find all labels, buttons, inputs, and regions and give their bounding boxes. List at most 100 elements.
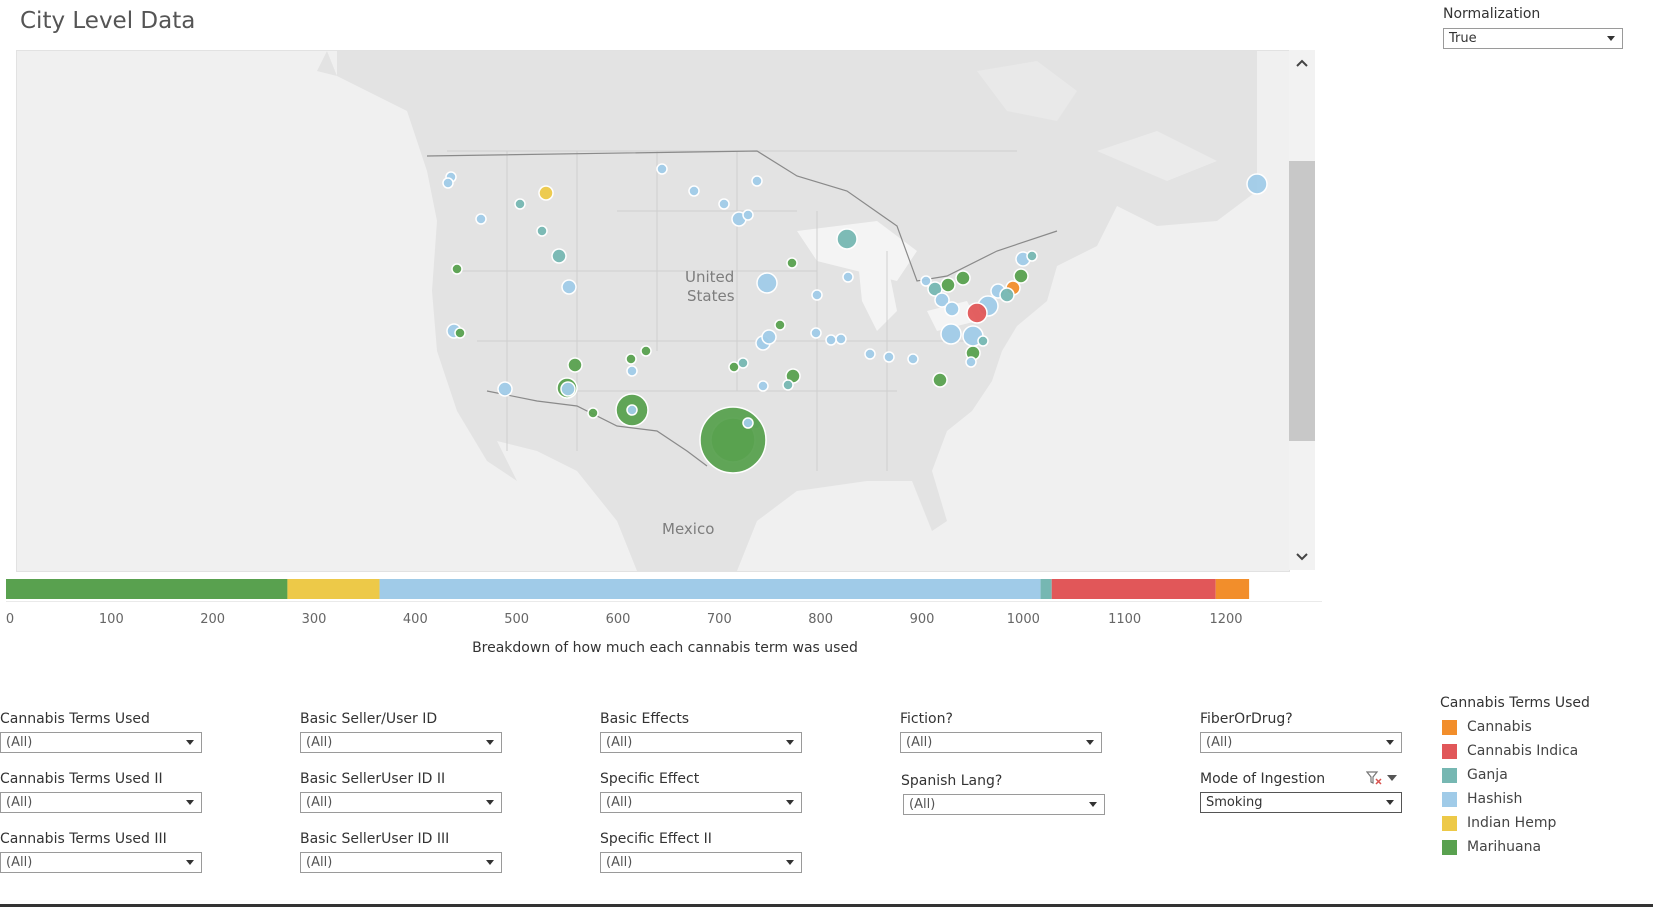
city-marker-hashish[interactable] (835, 333, 847, 345)
city-marker-hashish[interactable] (757, 380, 769, 392)
bar-segment-marihuana[interactable] (6, 579, 288, 599)
dropdown-menu-icon[interactable] (1387, 775, 1397, 781)
legend-item-cannabis-indica[interactable]: Cannabis Indica (1442, 742, 1578, 760)
legend-item-hashish[interactable]: Hashish (1442, 790, 1522, 808)
filter-label-fiction: Fiction? (900, 711, 953, 727)
city-marker-hashish[interactable] (756, 272, 778, 294)
city-marker-hashish[interactable] (497, 381, 513, 397)
city-marker-marihuana[interactable] (699, 406, 767, 474)
city-marker-marihuana[interactable] (454, 327, 466, 339)
city-marker-hashish[interactable] (442, 177, 454, 189)
city-marker-marihuana[interactable] (640, 345, 652, 357)
city-marker-hashish[interactable] (656, 163, 668, 175)
city-markers-layer[interactable] (442, 163, 1268, 474)
city-marker-hashish[interactable] (920, 275, 932, 287)
legend-item-indian-hemp[interactable]: Indian Hemp (1442, 814, 1556, 832)
city-marker-hashish[interactable] (742, 209, 754, 221)
breakdown-stacked-bar[interactable] (6, 579, 1261, 599)
city-marker-hashish[interactable] (842, 271, 854, 283)
filter-cannabis-terms-dropdown[interactable]: (All) (0, 732, 202, 753)
city-marker-ganja[interactable] (737, 357, 749, 369)
city-marker-hashish[interactable] (944, 301, 960, 317)
city-marker-ganja[interactable] (1026, 250, 1038, 262)
filter-label-mode-of-ingestion: Mode of Ingestion (1200, 771, 1326, 787)
city-marker-ganja[interactable] (977, 335, 989, 347)
city-marker-marihuana[interactable] (955, 270, 971, 286)
map-canvas[interactable]: United States Mexico (17, 51, 1289, 571)
chevron-down-icon (786, 860, 794, 865)
axis-tick-label: 100 (98, 612, 124, 627)
city-marker-marihuana[interactable] (451, 263, 463, 275)
filter-mode-of-ingestion-dropdown[interactable]: Smoking (1200, 792, 1402, 813)
city-marker-hashish[interactable] (761, 329, 777, 345)
axis-tick-label: 0 (5, 612, 15, 627)
map-label-us-line1: United (685, 268, 734, 286)
city-marker-hashish[interactable] (688, 185, 700, 197)
city-marker-marihuana[interactable] (932, 372, 948, 388)
filter-clear-icon[interactable] (1366, 771, 1382, 785)
bar-segment-ganja[interactable] (1040, 579, 1052, 599)
city-marker-hashish[interactable] (965, 356, 977, 368)
city-marker-marihuana[interactable] (567, 357, 583, 373)
filter-cannabis-terms-ii-dropdown[interactable]: (All) (0, 792, 202, 813)
bar-segment-hashish[interactable] (379, 579, 1041, 599)
city-marker-marihuana[interactable] (774, 319, 786, 331)
city-marker-hashish[interactable] (475, 213, 487, 225)
city-marker-indian-hemp[interactable] (538, 185, 554, 201)
city-marker-hashish[interactable] (883, 351, 895, 363)
city-marker-hashish[interactable] (811, 289, 823, 301)
filter-specific-effect-dropdown[interactable]: (All) (600, 792, 802, 813)
legend-item-marihuana[interactable]: Marihuana (1442, 838, 1541, 856)
city-marker-hashish[interactable] (907, 353, 919, 365)
map-scrollbar[interactable] (1289, 50, 1315, 570)
city-marker-hashish[interactable] (934, 292, 950, 308)
city-marker-hashish[interactable] (560, 381, 576, 397)
city-marker-hashish[interactable] (751, 175, 763, 187)
city-marker-hashish[interactable] (810, 327, 822, 339)
city-marker-hashish[interactable] (864, 348, 876, 360)
city-marker-hashish[interactable] (940, 323, 962, 345)
filter-specific-effect-ii-dropdown[interactable]: (All) (600, 852, 802, 873)
city-marker-ganja[interactable] (536, 225, 548, 237)
city-marker-ganja[interactable] (782, 379, 794, 391)
legend-label: Ganja (1467, 767, 1508, 783)
city-marker-ganja[interactable] (551, 248, 567, 264)
city-marker-hashish[interactable] (561, 279, 577, 295)
legend-item-ganja[interactable]: Ganja (1442, 766, 1508, 784)
chevron-up-icon[interactable] (1289, 50, 1315, 76)
normalization-dropdown[interactable]: True (1443, 28, 1623, 49)
filter-spanish-lang-dropdown[interactable]: (All) (903, 794, 1105, 815)
city-marker-hashish[interactable] (626, 365, 638, 377)
legend-item-cannabis[interactable]: Cannabis (1442, 718, 1532, 736)
city-marker-ganja[interactable] (836, 228, 858, 250)
city-marker-hashish[interactable] (626, 404, 638, 416)
city-marker-marihuana[interactable] (786, 257, 798, 269)
filter-label-spanish-lang: Spanish Lang? (901, 773, 1003, 789)
city-marker-hashish[interactable] (742, 417, 754, 429)
filter-fiber-or-drug-dropdown[interactable]: (All) (1200, 732, 1402, 753)
city-marker-marihuana[interactable] (625, 353, 637, 365)
city-marker-ganja[interactable] (514, 198, 526, 210)
city-marker-cannabis-indica[interactable] (966, 302, 988, 324)
city-marker-marihuana[interactable] (1013, 268, 1029, 284)
city-marker-hashish[interactable] (718, 198, 730, 210)
filter-fiction-dropdown[interactable]: (All) (900, 732, 1102, 753)
city-marker-ganja[interactable] (999, 287, 1015, 303)
filter-basic-seller-id-iii-dropdown[interactable]: (All) (300, 852, 502, 873)
filter-basic-seller-id-ii-dropdown[interactable]: (All) (300, 792, 502, 813)
bar-segment-cannabis-indica[interactable] (1051, 579, 1216, 599)
map-view[interactable]: United States Mexico (16, 50, 1290, 572)
city-marker-marihuana[interactable] (940, 277, 956, 293)
bar-segment-indian-hemp[interactable] (287, 579, 380, 599)
city-marker-hashish[interactable] (1246, 173, 1268, 195)
chevron-down-icon (1086, 740, 1094, 745)
filter-basic-seller-id-dropdown[interactable]: (All) (300, 732, 502, 753)
chevron-down-icon (186, 740, 194, 745)
filter-basic-effects-dropdown[interactable]: (All) (600, 732, 802, 753)
bar-segment-cannabis[interactable] (1215, 579, 1250, 599)
scrollbar-thumb[interactable] (1289, 161, 1315, 441)
city-marker-hashish[interactable] (825, 334, 837, 346)
filter-cannabis-terms-iii-dropdown[interactable]: (All) (0, 852, 202, 873)
city-marker-marihuana[interactable] (587, 407, 599, 419)
chevron-down-icon[interactable] (1289, 544, 1315, 570)
